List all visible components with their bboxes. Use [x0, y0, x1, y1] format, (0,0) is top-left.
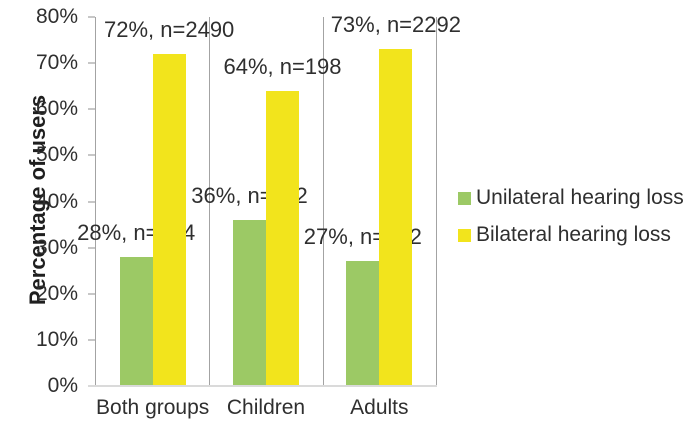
- x-axis-line: [88, 385, 437, 387]
- y-tick-mark: [88, 292, 95, 295]
- y-tick-label: 50%: [35, 143, 78, 167]
- y-tick-label: 60%: [35, 97, 78, 121]
- x-category-label-both-groups: Both groups: [96, 396, 210, 419]
- y-tick-label: 20%: [35, 281, 78, 305]
- legend-item-bilateral: Bilateral hearing loss: [458, 223, 671, 247]
- bar-bilateral-adults: [379, 49, 413, 386]
- y-tick-mark: [88, 338, 95, 341]
- legend-swatch-bilateral-icon: [458, 228, 471, 242]
- y-tick-label: 30%: [35, 235, 78, 259]
- legend-label: Bilateral hearing loss: [476, 223, 671, 246]
- bar-value-label-bilateral-children: 64%, n=198: [223, 53, 342, 79]
- y-tick-mark: [88, 246, 95, 249]
- bar-value-label-bilateral-both-groups: 72%, n=2490: [104, 16, 235, 42]
- y-tick-label: 70%: [35, 51, 78, 75]
- y-tick-mark: [88, 62, 95, 65]
- bar-unilateral-both-groups: [119, 256, 153, 386]
- legend-item-unilateral: Unilateral hearing loss: [458, 186, 684, 210]
- category-separator-line: [322, 17, 324, 386]
- y-tick-mark: [88, 200, 95, 203]
- y-tick-mark: [88, 154, 95, 157]
- plot-area: 28%, n=974 72%, n=2490 36%, n=112 64%, n=19…: [77, 12, 461, 386]
- x-category-label-children: Children: [226, 396, 306, 419]
- bar-unilateral-adults: [346, 261, 380, 386]
- legend-label: Unilateral hearing loss: [476, 186, 684, 209]
- bar-unilateral-children: [233, 219, 266, 386]
- bar-bilateral-both-groups: [152, 53, 186, 386]
- y-tick-mark: [88, 16, 95, 18]
- category-separator-line: [209, 17, 211, 386]
- bar-bilateral-children: [266, 90, 299, 386]
- x-category-label-adults: Adults: [350, 396, 409, 419]
- legend-swatch-unilateral-icon: [458, 191, 471, 205]
- y-tick-label: 0%: [47, 374, 78, 397]
- y-tick-label: 10%: [35, 327, 78, 351]
- y-tick-label: 80%: [35, 5, 78, 28]
- bar-value-label-bilateral-adults: 73%, n=2292: [330, 12, 461, 38]
- y-tick-mark: [88, 108, 95, 111]
- y-tick-label: 40%: [35, 189, 78, 213]
